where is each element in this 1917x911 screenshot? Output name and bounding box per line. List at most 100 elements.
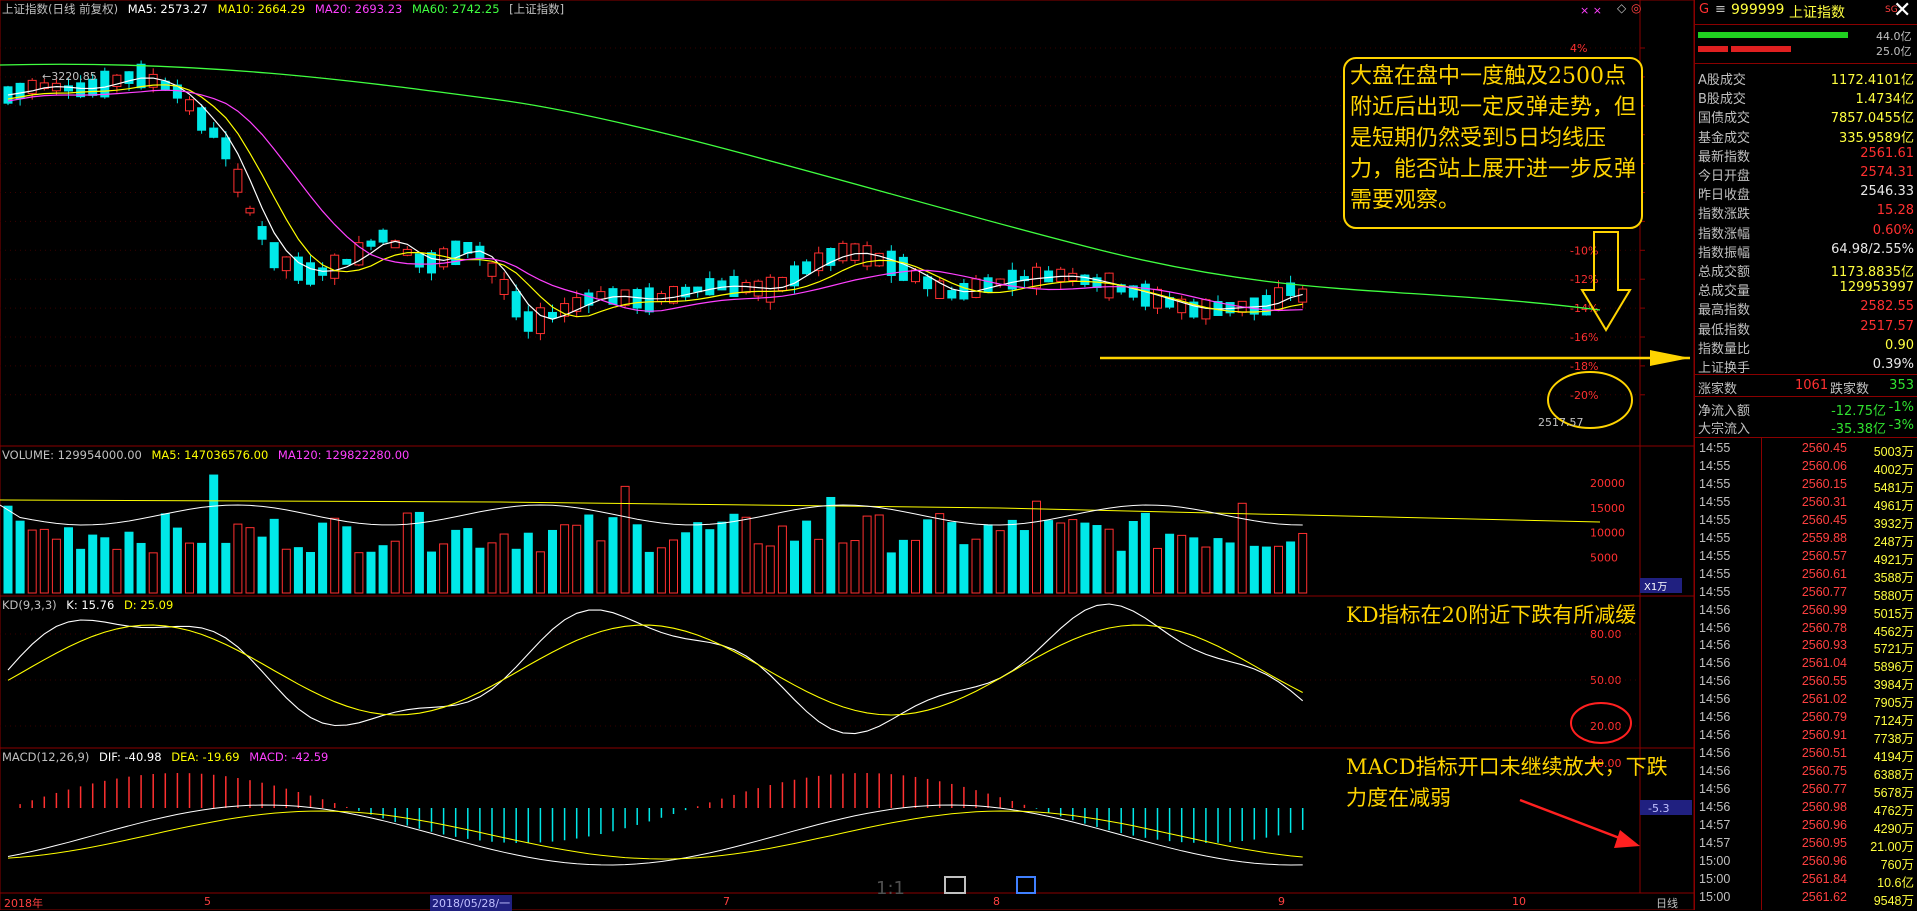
stat-row: B股成交 1.4734亿 [1698,92,1914,108]
menu-icon[interactable]: ≡ [1715,2,1726,17]
kline-chart-canvas[interactable]: 4%2%0%-2%-4%-6%-8%-10%-12%-14%-16%-18%-2… [0,0,1694,910]
ratio-toggle[interactable]: 1:1 [876,878,905,899]
volume-bar [802,520,812,594]
macd-trend-arrow [1519,798,1631,844]
time-axis-cursor-date: 2018/05/28/一 [430,895,513,911]
candle-body [802,261,812,275]
volume-bar [402,512,412,594]
stat-row: 指数涨跌 15.28 [1698,203,1914,223]
candle-body [777,276,787,292]
candle-body [1032,266,1041,289]
macd-trend-arrow-head [1614,830,1640,848]
volume-bar [281,548,291,594]
volume-bar [693,522,703,594]
tick-row: 15:00 2561.62 9548万 [1699,889,1914,908]
candle-body [620,289,630,306]
volume-bar [427,551,436,594]
volume-bar [656,547,666,594]
volume-bar [741,516,751,594]
volume-bar [1201,546,1211,594]
price-axis-label: -12% [1570,273,1598,286]
volume-bar [705,529,715,594]
candle-body [874,252,884,267]
candle-body [717,280,727,291]
time-axis-label: 10 [1512,895,1526,908]
chart-menu-icon[interactable]: ◇ [1617,1,1627,15]
volume-bar [971,538,981,594]
tick-row: 14:55 2559.88 2487万 [1699,530,1914,549]
volume-bar [1104,528,1114,594]
volume-bar [15,520,25,594]
chart-setting-icon[interactable]: ◎ [1631,1,1642,15]
candle-body [463,242,473,254]
candle-body [378,229,388,243]
volume-bar [1044,520,1054,594]
candle-body [354,242,364,266]
volume-bar [366,551,376,594]
tick-row: 14:56 2560.75 6388万 [1699,764,1914,783]
volume-bar [669,539,678,594]
volume-ma120: MA120: 129822280.00 [277,448,410,462]
candle-body [753,280,763,297]
candle-body [1140,283,1150,307]
macd-header: MACD(12,26,9) DIF: -40.98 DEA: -19.69 MA… [2,750,334,764]
volume-bar [777,525,787,594]
volume-bar [1019,530,1029,594]
candle-body [790,265,799,287]
volume-bar [233,523,243,594]
tick-row: 14:55 2560.15 5481万 [1699,476,1914,495]
volume-bar [644,551,654,594]
support-arrow-head [1650,350,1690,366]
candle-body [100,70,110,98]
tick-row: 14:57 2560.96 4290万 [1699,817,1914,836]
macd-dif-value: DIF: -40.98 [99,750,162,764]
time-axis-label: 8 [993,895,1000,908]
volume-header: VOLUME: 129954000.00 MA5: 147036576.00 M… [2,448,415,462]
chart-nav-arrows[interactable]: × × [1580,4,1602,17]
macd-axis-label: 50.00 [1590,757,1622,770]
quote-panel: G ≡ 999999 上证指数 SG ✕ 44.0亿 25.0亿 A股成交 117… [1694,0,1917,910]
time-axis-label: 5 [204,895,211,908]
candle-body [1177,298,1187,314]
period-label[interactable]: 日线 [1656,897,1678,910]
stat-row: 总成交量 129953997 [1698,280,1914,300]
volume-bar [1298,532,1308,594]
candle-body [971,278,981,298]
volume-bar [124,531,134,594]
price-axis-label: 4% [1570,42,1587,55]
volume-bar [1128,521,1138,594]
volume-bar [136,542,146,594]
macd-value-box [1640,800,1692,815]
tick-row: 14:55 2560.61 3588万 [1699,566,1914,585]
panel-name: 上证指数 [1789,5,1845,21]
close-icon[interactable]: ✕ [1893,0,1912,23]
tick-row: 14:56 2561.04 5896万 [1699,656,1914,675]
volume-bar [1032,500,1041,594]
volume-bar [535,551,545,594]
volume-bar [898,539,908,594]
index-tag: [上证指数] [509,2,565,16]
volume-bar [548,529,557,594]
kd-k-value: K: 15.76 [66,598,115,612]
chart-area[interactable]: 4%2%0%-2%-4%-6%-8%-10%-12%-14%-16%-18%-2… [0,0,1694,911]
tick-row: 14:56 2560.78 4562万 [1699,620,1914,639]
volume-bar [354,552,364,594]
tick-row: 14:56 2560.91 7738万 [1699,728,1914,747]
candle-body [221,137,231,160]
ma60-label: MA60: 2742.25 [412,2,500,16]
volume-bar [717,521,727,594]
volume-bar [306,551,315,594]
macd-current-label: -5.3 [1648,802,1669,815]
candle-body [705,278,715,296]
price-axis-label: -20% [1570,389,1598,402]
tick-row: 14:55 2560.57 4921万 [1699,548,1914,567]
sell-volume-bar-1 [1698,46,1728,52]
candle-body [1116,284,1126,293]
candle-body [499,278,509,295]
candle-body [656,293,666,302]
draw-tool-icon[interactable] [1016,876,1036,894]
tick-row: 14:56 2560.98 4762万 [1699,800,1914,818]
volume-bar [874,514,884,594]
candle-body [269,242,279,269]
fullscreen-icon[interactable] [944,876,966,894]
